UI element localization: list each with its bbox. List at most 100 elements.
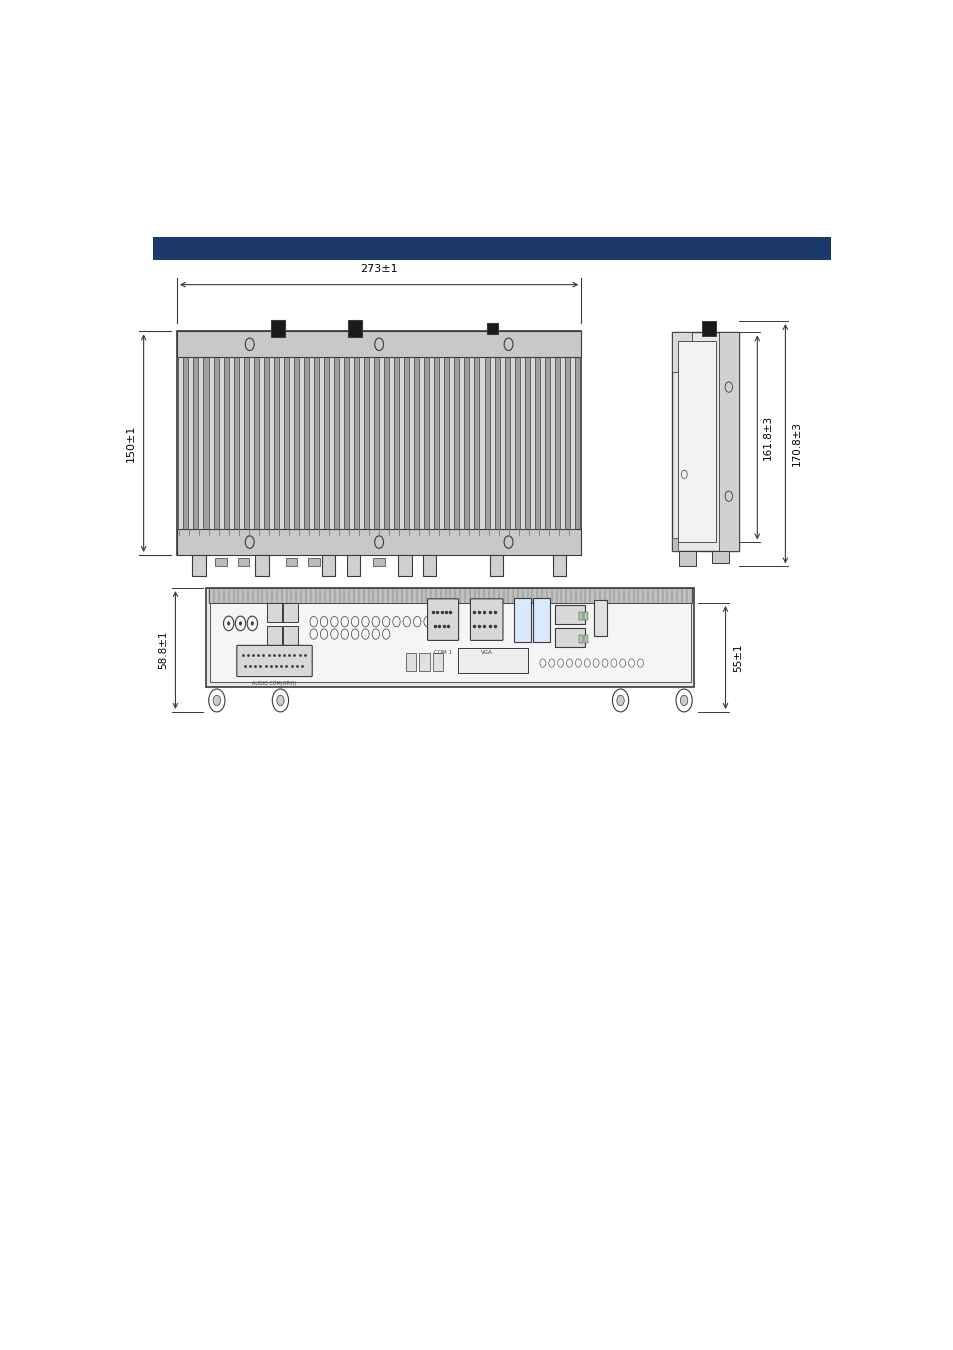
- Bar: [583, 634, 587, 643]
- Bar: [487, 323, 497, 333]
- Bar: [289, 358, 294, 529]
- Bar: [152, 236, 830, 259]
- Bar: [575, 358, 579, 529]
- Bar: [489, 555, 502, 575]
- Bar: [237, 558, 249, 567]
- Bar: [479, 358, 484, 529]
- Bar: [555, 358, 559, 529]
- Bar: [464, 358, 469, 529]
- Bar: [406, 652, 416, 671]
- Bar: [679, 551, 695, 567]
- Bar: [329, 358, 334, 529]
- Bar: [206, 589, 694, 687]
- Bar: [374, 358, 378, 529]
- Bar: [298, 358, 304, 529]
- Bar: [457, 648, 528, 674]
- Bar: [389, 358, 394, 529]
- Bar: [278, 358, 283, 529]
- Circle shape: [251, 621, 253, 625]
- Bar: [444, 358, 449, 529]
- Bar: [283, 358, 289, 529]
- Bar: [176, 332, 580, 358]
- Bar: [529, 358, 534, 529]
- Bar: [193, 358, 198, 529]
- Bar: [414, 358, 418, 529]
- Bar: [189, 358, 193, 529]
- Bar: [469, 358, 474, 529]
- Bar: [594, 601, 607, 636]
- Circle shape: [276, 695, 284, 706]
- Bar: [255, 555, 269, 575]
- Bar: [454, 358, 459, 529]
- Bar: [404, 358, 409, 529]
- Bar: [238, 358, 243, 529]
- Bar: [494, 358, 499, 529]
- Bar: [218, 358, 223, 529]
- Bar: [533, 598, 550, 641]
- Bar: [267, 603, 281, 621]
- Circle shape: [227, 621, 230, 625]
- Bar: [489, 358, 494, 529]
- Bar: [209, 358, 213, 529]
- Circle shape: [617, 695, 623, 706]
- Bar: [348, 320, 361, 336]
- Bar: [419, 652, 429, 671]
- Bar: [559, 358, 564, 529]
- Bar: [274, 358, 278, 529]
- Bar: [176, 529, 580, 555]
- Bar: [193, 555, 206, 575]
- Text: COM 1: COM 1: [434, 649, 452, 655]
- Bar: [253, 358, 258, 529]
- Bar: [449, 358, 454, 529]
- Bar: [321, 555, 335, 575]
- FancyBboxPatch shape: [470, 599, 502, 640]
- Bar: [539, 358, 544, 529]
- Bar: [424, 358, 429, 529]
- Bar: [324, 358, 329, 529]
- Bar: [213, 358, 218, 529]
- Bar: [504, 358, 509, 529]
- Bar: [583, 612, 587, 620]
- Bar: [267, 626, 281, 644]
- Bar: [418, 358, 424, 529]
- Text: 273±1: 273±1: [360, 265, 397, 274]
- Bar: [552, 555, 565, 575]
- Bar: [429, 358, 434, 529]
- Bar: [534, 358, 539, 529]
- Bar: [283, 603, 298, 621]
- Bar: [283, 626, 298, 644]
- Bar: [701, 321, 715, 336]
- Text: 161.8±3: 161.8±3: [762, 414, 773, 460]
- Bar: [569, 358, 575, 529]
- Bar: [433, 652, 442, 671]
- Bar: [203, 358, 209, 529]
- Bar: [672, 332, 692, 371]
- Bar: [263, 358, 269, 529]
- Circle shape: [679, 695, 687, 706]
- Bar: [285, 558, 297, 567]
- Bar: [178, 358, 579, 529]
- Bar: [519, 358, 524, 529]
- Bar: [249, 358, 253, 529]
- Bar: [334, 358, 338, 529]
- Bar: [423, 555, 436, 575]
- Bar: [555, 605, 584, 624]
- Bar: [364, 358, 369, 529]
- Bar: [549, 358, 555, 529]
- Bar: [271, 320, 284, 336]
- Bar: [338, 358, 344, 529]
- Bar: [344, 358, 349, 529]
- Bar: [509, 358, 514, 529]
- Bar: [514, 358, 519, 529]
- Text: 58.8±1: 58.8±1: [158, 630, 168, 670]
- Circle shape: [239, 621, 242, 625]
- Bar: [564, 358, 569, 529]
- Bar: [578, 612, 582, 620]
- Bar: [178, 358, 183, 529]
- Bar: [198, 358, 203, 529]
- Text: AUDIO COM(GPIO): AUDIO COM(GPIO): [252, 680, 296, 686]
- Circle shape: [213, 695, 220, 706]
- Bar: [459, 358, 464, 529]
- Text: 170.8±3: 170.8±3: [790, 421, 801, 466]
- Bar: [678, 340, 715, 543]
